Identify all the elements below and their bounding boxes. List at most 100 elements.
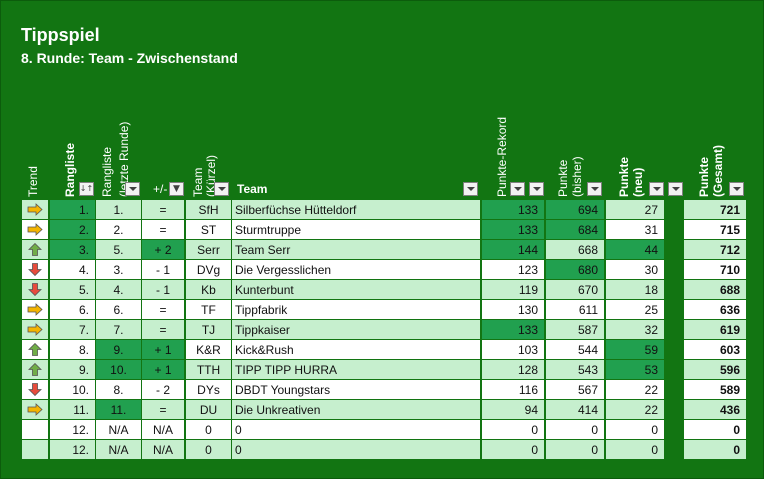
cell-bisher[interactable]: 0: [546, 440, 604, 459]
filter-bisher-button[interactable]: [587, 182, 602, 196]
cell-team[interactable]: DBDT Youngstars: [232, 380, 480, 399]
cell-trend[interactable]: [22, 260, 48, 279]
cell-trend[interactable]: [22, 440, 48, 459]
cell-trend[interactable]: [22, 300, 48, 319]
cell-trend[interactable]: [22, 340, 48, 359]
cell-rekord[interactable]: 0: [482, 420, 544, 439]
cell-diff[interactable]: =: [142, 400, 184, 419]
cell-diff[interactable]: + 1: [142, 360, 184, 379]
cell-rekord[interactable]: 0: [482, 440, 544, 459]
cell-team[interactable]: Kunterbunt: [232, 280, 480, 299]
cell-diff[interactable]: + 2: [142, 240, 184, 259]
cell-bisher[interactable]: 680: [546, 260, 604, 279]
cell-bisher[interactable]: 670: [546, 280, 604, 299]
cell-bisher[interactable]: 544: [546, 340, 604, 359]
cell-diff[interactable]: =: [142, 220, 184, 239]
cell-trend[interactable]: [22, 240, 48, 259]
cell-neu[interactable]: 30: [606, 260, 664, 279]
cell-short[interactable]: ST: [186, 220, 231, 239]
cell-diff[interactable]: N/A: [142, 420, 184, 439]
cell-trend[interactable]: [22, 400, 48, 419]
cell-rank[interactable]: 10.: [50, 380, 95, 399]
cell-rekord[interactable]: 94: [482, 400, 544, 419]
cell-diff[interactable]: =: [142, 200, 184, 219]
cell-team[interactable]: Die Unkreativen: [232, 400, 480, 419]
cell-rekord[interactable]: 119: [482, 280, 544, 299]
cell-trend[interactable]: [22, 220, 48, 239]
cell-bisher[interactable]: 414: [546, 400, 604, 419]
cell-neu[interactable]: 27: [606, 200, 664, 219]
cell-prev[interactable]: 2.: [96, 220, 141, 239]
cell-gesamt[interactable]: 712: [684, 240, 746, 259]
cell-short[interactable]: Serr: [186, 240, 231, 259]
cell-gesamt[interactable]: 603: [684, 340, 746, 359]
cell-team[interactable]: Die Vergesslichen: [232, 260, 480, 279]
cell-bisher[interactable]: 684: [546, 220, 604, 239]
cell-rank[interactable]: 6.: [50, 300, 95, 319]
cell-trend[interactable]: [22, 420, 48, 439]
cell-neu[interactable]: 22: [606, 400, 664, 419]
cell-trend[interactable]: [22, 280, 48, 299]
sort-filter-rangliste-button[interactable]: ↓↑: [79, 182, 94, 196]
filter-gesamt-button[interactable]: [729, 182, 744, 196]
cell-trend[interactable]: [22, 360, 48, 379]
cell-rank[interactable]: 5.: [50, 280, 95, 299]
cell-rekord[interactable]: 103: [482, 340, 544, 359]
cell-gesamt[interactable]: 0: [684, 440, 746, 459]
cell-trend[interactable]: [22, 320, 48, 339]
filter-neu-extra-button[interactable]: [668, 182, 683, 196]
cell-prev[interactable]: N/A: [96, 440, 141, 459]
cell-neu[interactable]: 53: [606, 360, 664, 379]
cell-bisher[interactable]: 567: [546, 380, 604, 399]
cell-team[interactable]: TIPP TIPP HURRA: [232, 360, 480, 379]
cell-trend[interactable]: [22, 380, 48, 399]
cell-gesamt[interactable]: 710: [684, 260, 746, 279]
cell-short[interactable]: DU: [186, 400, 231, 419]
cell-gesamt[interactable]: 0: [684, 420, 746, 439]
cell-bisher[interactable]: 587: [546, 320, 604, 339]
cell-rekord[interactable]: 133: [482, 220, 544, 239]
cell-rekord[interactable]: 128: [482, 360, 544, 379]
cell-prev[interactable]: 9.: [96, 340, 141, 359]
cell-prev[interactable]: 10.: [96, 360, 141, 379]
cell-rank[interactable]: 12.: [50, 420, 95, 439]
cell-team[interactable]: Tippfabrik: [232, 300, 480, 319]
cell-diff[interactable]: =: [142, 300, 184, 319]
cell-neu[interactable]: 25: [606, 300, 664, 319]
cell-rank[interactable]: 4.: [50, 260, 95, 279]
cell-short[interactable]: Kb: [186, 280, 231, 299]
cell-neu[interactable]: 18: [606, 280, 664, 299]
cell-rekord[interactable]: 133: [482, 320, 544, 339]
cell-gesamt[interactable]: 589: [684, 380, 746, 399]
cell-prev[interactable]: 1.: [96, 200, 141, 219]
cell-diff[interactable]: - 1: [142, 260, 184, 279]
cell-neu[interactable]: 0: [606, 420, 664, 439]
cell-neu[interactable]: 0: [606, 440, 664, 459]
cell-prev[interactable]: 8.: [96, 380, 141, 399]
cell-gesamt[interactable]: 715: [684, 220, 746, 239]
filter-rekord-extra-button[interactable]: [529, 182, 544, 196]
cell-bisher[interactable]: 668: [546, 240, 604, 259]
cell-neu[interactable]: 32: [606, 320, 664, 339]
cell-gesamt[interactable]: 688: [684, 280, 746, 299]
cell-rank[interactable]: 12.: [50, 440, 95, 459]
cell-team[interactable]: Sturmtruppe: [232, 220, 480, 239]
cell-gesamt[interactable]: 596: [684, 360, 746, 379]
cell-gesamt[interactable]: 619: [684, 320, 746, 339]
cell-rank[interactable]: 11.: [50, 400, 95, 419]
cell-gesamt[interactable]: 636: [684, 300, 746, 319]
cell-rank[interactable]: 7.: [50, 320, 95, 339]
cell-trend[interactable]: [22, 200, 48, 219]
cell-rank[interactable]: 3.: [50, 240, 95, 259]
cell-rekord[interactable]: 133: [482, 200, 544, 219]
cell-team[interactable]: 0: [232, 440, 480, 459]
cell-rekord[interactable]: 116: [482, 380, 544, 399]
cell-short[interactable]: TF: [186, 300, 231, 319]
cell-gesamt[interactable]: 721: [684, 200, 746, 219]
cell-prev[interactable]: 5.: [96, 240, 141, 259]
cell-gesamt[interactable]: 436: [684, 400, 746, 419]
cell-neu[interactable]: 59: [606, 340, 664, 359]
cell-team[interactable]: Team Serr: [232, 240, 480, 259]
cell-diff[interactable]: + 1: [142, 340, 184, 359]
cell-short[interactable]: K&R: [186, 340, 231, 359]
